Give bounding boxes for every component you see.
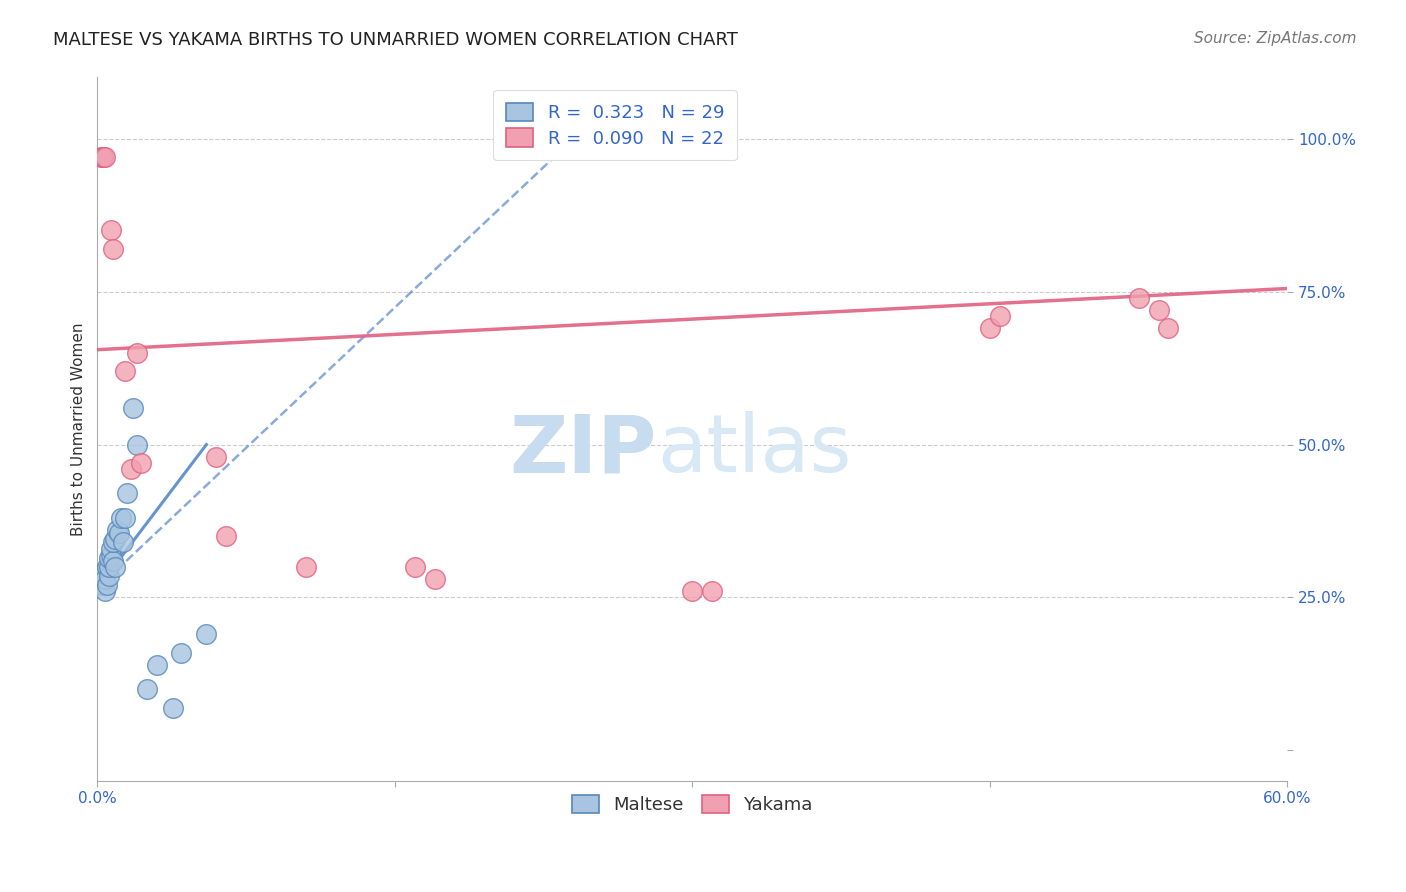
Point bbox=[114, 511, 136, 525]
Point bbox=[104, 560, 127, 574]
Point bbox=[94, 584, 117, 599]
Point bbox=[104, 533, 127, 547]
Point bbox=[1157, 321, 1180, 335]
Point bbox=[94, 572, 117, 586]
Point bbox=[90, 578, 112, 592]
Point bbox=[103, 554, 125, 568]
Point bbox=[125, 345, 148, 359]
Point bbox=[103, 535, 125, 549]
Point bbox=[112, 535, 135, 549]
Point bbox=[122, 401, 145, 415]
Point bbox=[98, 569, 121, 583]
Legend: Maltese, Yakama: Maltese, Yakama bbox=[561, 784, 824, 825]
Point bbox=[100, 223, 122, 237]
Point bbox=[215, 529, 238, 543]
Point bbox=[125, 437, 148, 451]
Point bbox=[98, 550, 121, 565]
Point bbox=[91, 578, 114, 592]
Point bbox=[98, 560, 121, 574]
Point bbox=[120, 462, 142, 476]
Point bbox=[146, 657, 169, 672]
Point bbox=[979, 321, 1001, 335]
Point bbox=[423, 572, 446, 586]
Point bbox=[1147, 302, 1170, 317]
Point bbox=[105, 523, 128, 537]
Point bbox=[96, 560, 118, 574]
Point bbox=[169, 646, 191, 660]
Point bbox=[162, 700, 184, 714]
Point bbox=[110, 511, 132, 525]
Point bbox=[103, 242, 125, 256]
Point bbox=[195, 627, 218, 641]
Y-axis label: Births to Unmarried Women: Births to Unmarried Women bbox=[72, 323, 86, 536]
Point bbox=[136, 682, 159, 697]
Point bbox=[96, 578, 118, 592]
Point bbox=[1128, 291, 1150, 305]
Point bbox=[205, 450, 228, 464]
Point bbox=[702, 584, 724, 599]
Point bbox=[108, 526, 131, 541]
Point bbox=[129, 456, 152, 470]
Text: Source: ZipAtlas.com: Source: ZipAtlas.com bbox=[1194, 31, 1357, 46]
Point bbox=[100, 541, 122, 556]
Text: atlas: atlas bbox=[657, 411, 851, 490]
Text: MALTESE VS YAKAMA BIRTHS TO UNMARRIED WOMEN CORRELATION CHART: MALTESE VS YAKAMA BIRTHS TO UNMARRIED WO… bbox=[53, 31, 738, 49]
Point bbox=[988, 309, 1011, 323]
Point bbox=[91, 150, 114, 164]
Point bbox=[91, 150, 114, 164]
Point bbox=[681, 584, 703, 599]
Text: ZIP: ZIP bbox=[509, 411, 657, 490]
Point bbox=[100, 548, 122, 562]
Point bbox=[94, 150, 117, 164]
Point bbox=[404, 560, 426, 574]
Point bbox=[90, 150, 112, 164]
Point bbox=[114, 364, 136, 378]
Point bbox=[91, 566, 114, 580]
Point bbox=[115, 486, 138, 500]
Point bbox=[294, 560, 316, 574]
